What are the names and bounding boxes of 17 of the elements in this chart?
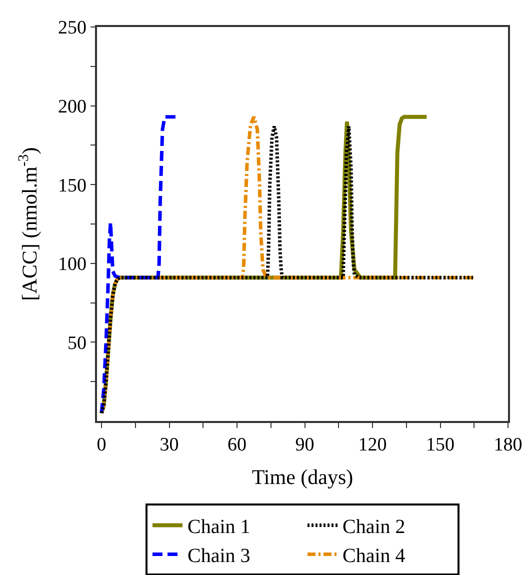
y-tick-label: 50 [67, 332, 86, 354]
y-tick-label: 250 [58, 18, 86, 39]
x-tick-label: 0 [96, 434, 106, 456]
y-tick-label: 100 [58, 254, 86, 276]
x-tick-label: 180 [494, 434, 522, 456]
x-tick-label: 150 [426, 434, 454, 456]
x-tick-label: 30 [160, 434, 179, 456]
x-tick-label: 120 [358, 434, 387, 456]
x-axis-title: Time (days) [252, 465, 354, 490]
legend-label: Chain 3 [188, 545, 250, 568]
legend-label: Chain 4 [342, 545, 406, 568]
y-tick-label: 200 [58, 96, 86, 118]
x-tick-label: 90 [295, 434, 314, 456]
x-tick-label: 60 [228, 434, 247, 456]
legend-label: Chain 1 [188, 516, 250, 538]
legend-label: Chain 2 [342, 516, 406, 538]
y-tick-label: 150 [58, 175, 86, 196]
